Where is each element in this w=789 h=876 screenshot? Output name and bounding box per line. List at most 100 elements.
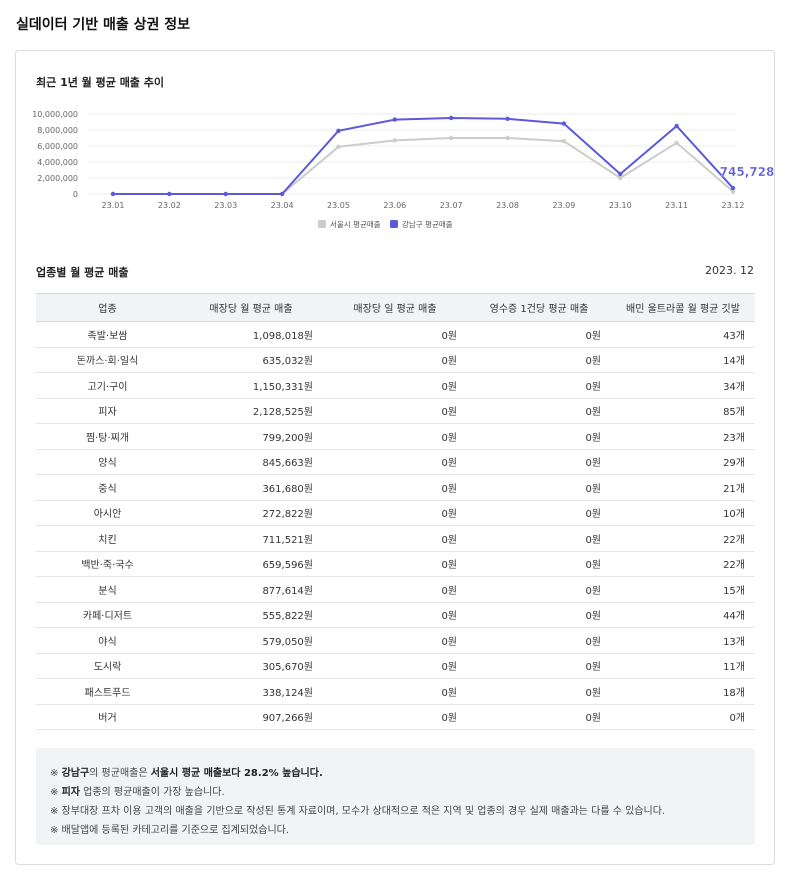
category-cell: 버거	[36, 704, 179, 730]
section-date: 2023. 12	[705, 264, 754, 277]
x-tick-label: 23.07	[440, 201, 463, 210]
value-cell: 272,822원	[179, 500, 323, 526]
category-cell: 패스트푸드	[36, 678, 179, 705]
value-cell: 0원	[467, 602, 611, 628]
value-cell: 711,521원	[179, 525, 323, 552]
value-cell: 0원	[323, 423, 467, 450]
category-cell: 백반·죽·국수	[36, 551, 179, 577]
value-cell: 15개	[611, 576, 755, 603]
value-cell: 0원	[467, 525, 611, 552]
data-point	[730, 185, 736, 191]
value-cell: 2,128,525원	[179, 398, 323, 424]
x-tick-label: 23.12	[722, 201, 745, 210]
value-cell: 0원	[323, 474, 467, 501]
value-cell: 0원	[467, 347, 611, 373]
value-cell: 555,822원	[179, 602, 323, 628]
value-cell: 361,680원	[179, 474, 323, 501]
legend-label: 강남구 평균매출	[402, 219, 453, 229]
y-tick-label: 4,000,000	[37, 158, 78, 167]
category-cell: 족발·보쌈	[36, 321, 179, 348]
category-cell: 도시락	[36, 653, 179, 679]
value-cell: 14개	[611, 347, 755, 373]
value-cell: 44개	[611, 602, 755, 628]
x-tick-label: 23.01	[102, 201, 125, 210]
value-cell: 0원	[467, 449, 611, 475]
note-comparison: ※ 강남구의 평균매출은 서울시 평균 매출보다 28.2% 높습니다.	[50, 768, 323, 779]
value-cell: 799,200원	[179, 423, 323, 450]
value-cell: 11개	[611, 653, 755, 679]
value-cell: 0원	[467, 398, 611, 424]
value-cell: 0원	[467, 653, 611, 679]
value-cell: 0원	[323, 398, 467, 424]
page-title: 실데이터 기반 매출 상권 정보	[16, 17, 191, 33]
value-cell: 0원	[323, 576, 467, 603]
table-row: 족발·보쌈 1,098,018원 0원 0원 43개	[36, 321, 755, 348]
category-cell: 찜·탕·찌개	[36, 423, 179, 450]
column-header: 매장당 일 평균 매출	[323, 293, 467, 322]
value-cell: 635,032원	[179, 347, 323, 373]
value-cell: 13개	[611, 627, 755, 654]
value-cell: 0원	[467, 423, 611, 450]
category-cell: 돈까스·회·일식	[36, 347, 179, 373]
series-line-1	[113, 117, 734, 195]
value-cell: 29개	[611, 449, 755, 475]
x-tick-label: 23.02	[158, 201, 181, 210]
value-cell: 0원	[467, 474, 611, 501]
data-point	[618, 171, 623, 177]
data-point	[392, 117, 398, 122]
x-tick-label: 23.04	[271, 201, 294, 210]
legend-label: 서울시 평균매출	[330, 219, 381, 229]
value-cell: 0원	[467, 704, 611, 730]
legend-swatch	[390, 220, 398, 228]
data-point	[561, 139, 567, 144]
table-row: 야식 579,050원 0원 0원 13개	[36, 627, 755, 654]
table-row: 카페·디저트 555,822원 0원 0원 44개	[36, 602, 755, 628]
table-row: 찜·탕·찌개 799,200원 0원 0원 23개	[36, 423, 755, 450]
data-point	[392, 138, 398, 143]
x-tick-label: 23.08	[496, 201, 519, 210]
value-cell: 0원	[323, 653, 467, 679]
value-cell: 0원	[323, 602, 467, 628]
value-cell: 0개	[611, 704, 755, 730]
section-title: 업종별 월 평균 매출	[36, 266, 129, 279]
table-header-row: 업종 매장당 월 평균 매출 매장당 일 평균 매출 영수증 1건당 평균 매출 배민 …	[36, 293, 755, 322]
value-cell: 0원	[467, 551, 611, 577]
x-tick-label: 23.05	[327, 201, 350, 210]
category-cell: 아시안	[36, 500, 179, 526]
y-tick-label: 8,000,000	[37, 126, 78, 135]
y-tick-label: 0	[73, 190, 78, 199]
value-cell: 21개	[611, 474, 755, 501]
data-point	[448, 135, 454, 141]
sales-table: 업종 매장당 월 평균 매출 매장당 일 평균 매출 영수증 1건당 평균 매출 배민 …	[36, 293, 755, 730]
value-cell: 85개	[611, 398, 755, 424]
value-cell: 0원	[323, 500, 467, 526]
value-cell: 0원	[467, 678, 611, 705]
y-tick-label: 2,000,000	[37, 174, 78, 183]
value-cell: 1,150,331원	[179, 372, 323, 399]
value-cell: 18개	[611, 678, 755, 705]
data-point	[110, 191, 116, 197]
data-point	[336, 144, 341, 149]
category-cell: 고기·구이	[36, 372, 179, 399]
table-row: 아시안 272,822원 0원 0원 10개	[36, 500, 755, 526]
value-cell: 23개	[611, 423, 755, 450]
data-point	[730, 189, 736, 194]
category-cell: 중식	[36, 474, 179, 501]
value-cell: 907,266원	[179, 704, 323, 730]
data-point	[561, 121, 567, 126]
data-point	[167, 191, 172, 197]
notes-box: ※ 강남구의 평균매출은 서울시 평균 매출보다 28.2% 높습니다. ※ 피…	[36, 748, 755, 845]
data-point	[448, 115, 454, 121]
category-cell: 야식	[36, 627, 179, 654]
data-point	[505, 116, 510, 122]
data-point	[674, 140, 679, 145]
value-cell: 0원	[323, 704, 467, 730]
value-cell: 34개	[611, 372, 755, 399]
table-row: 돈까스·회·일식 635,032원 0원 0원 14개	[36, 347, 755, 373]
data-point	[279, 191, 285, 197]
value-cell: 0원	[323, 551, 467, 577]
data-point	[223, 191, 228, 197]
column-header: 영수증 1건당 평균 매출	[467, 293, 611, 322]
table-row: 패스트푸드 338,124원 0원 0원 18개	[36, 678, 755, 705]
value-cell: 0원	[467, 321, 611, 348]
